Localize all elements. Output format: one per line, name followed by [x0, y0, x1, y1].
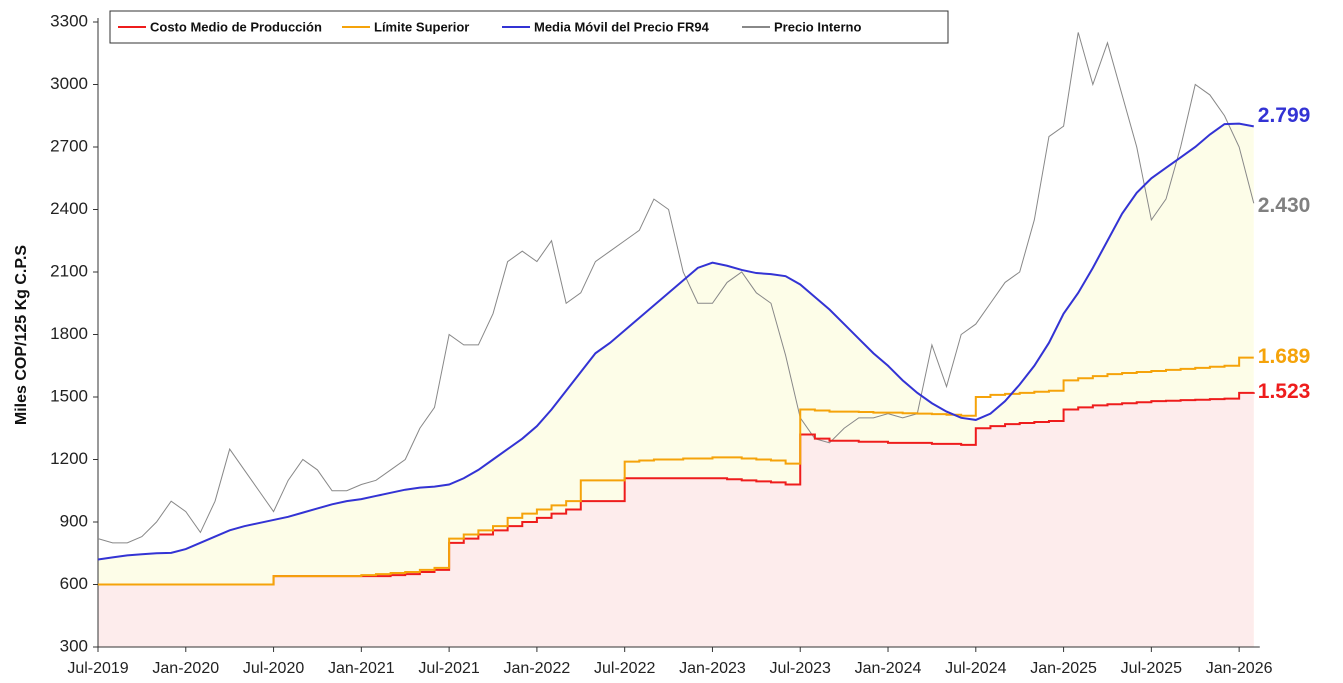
area — [98, 392, 1254, 647]
end-label: 1.689 — [1258, 345, 1311, 368]
x-tick-label: Jul-2020 — [243, 660, 304, 677]
y-tick-label: 600 — [60, 574, 88, 593]
x-tick-label: Jul-2021 — [418, 660, 479, 677]
y-tick-label: 1200 — [50, 449, 88, 468]
end-label: 2.799 — [1258, 104, 1311, 127]
legend-label: Precio Interno — [774, 19, 861, 34]
line — [97, 122, 1254, 561]
y-tick-label: 1800 — [50, 324, 88, 343]
y-tick-label: 2100 — [50, 261, 88, 280]
x-tick-label: Jan-2025 — [1030, 660, 1097, 677]
y-tick-label: 2700 — [50, 136, 88, 155]
x-tick-label: Jan-2022 — [504, 660, 571, 677]
line — [97, 32, 1255, 544]
y-tick-label: 3000 — [50, 74, 88, 93]
line — [98, 356, 1254, 586]
line — [98, 391, 1255, 586]
x-tick-label: Jan-2026 — [1206, 660, 1273, 677]
end-label: 2.430 — [1258, 194, 1311, 217]
x-tick-label: Jul-2019 — [67, 660, 128, 677]
x-tick-label: Jul-2023 — [770, 660, 831, 677]
x-tick-label: Jan-2024 — [855, 660, 922, 677]
y-tick-label: 900 — [60, 511, 88, 530]
legend-label: Costo Medio de Producción — [150, 19, 322, 34]
end-label: 1.523 — [1258, 380, 1311, 403]
x-tick-label: Jan-2023 — [679, 660, 746, 677]
y-tick-label: 2400 — [50, 199, 88, 218]
legend-label: Media Móvil del Precio FR94 — [534, 19, 710, 34]
x-tick-label: Jan-2021 — [328, 660, 395, 677]
legend-label: Límite Superior — [374, 19, 469, 34]
y-tick-label: 3300 — [50, 11, 88, 30]
y-axis-label: Miles COP/125 Kg C.P.S — [13, 245, 30, 426]
x-tick-label: Jul-2024 — [945, 660, 1006, 677]
x-tick-label: Jan-2020 — [152, 660, 219, 677]
x-tick-label: Jul-2022 — [594, 660, 655, 677]
x-tick-label: Jul-2025 — [1121, 660, 1182, 677]
y-tick-label: 1500 — [50, 386, 88, 405]
y-tick-label: 300 — [60, 636, 88, 655]
